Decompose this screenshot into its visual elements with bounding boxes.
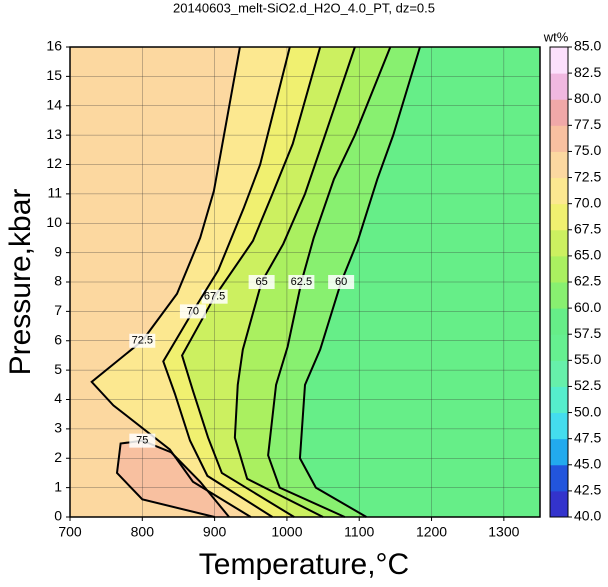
y-tick-label: 2 <box>54 449 62 465</box>
contour-line <box>180 46 322 518</box>
y-tick-label: 15 <box>46 67 62 83</box>
contour-fill <box>70 440 230 517</box>
x-axis-label: Temperature,°C <box>199 548 409 581</box>
colorbar-tick-label: 55.0 <box>574 351 601 367</box>
y-tick-label: 10 <box>46 214 62 230</box>
colorbar-segment <box>550 73 568 100</box>
chart-title: 20140603_melt-SiO2.d_H2O_4.0_PT, dz=0.5 <box>173 0 435 15</box>
colorbar-segment <box>550 282 568 309</box>
contour-line <box>298 46 421 518</box>
contour-label: 65 <box>255 276 267 288</box>
colorbar-segment <box>550 360 568 387</box>
x-tick-label: 1000 <box>271 524 302 540</box>
y-tick-label: 14 <box>46 96 62 112</box>
colorbar-segment <box>550 255 568 283</box>
y-tick-label: 16 <box>46 38 62 54</box>
y-tick-label: 9 <box>54 243 62 259</box>
colorbar-tick-label: 82.5 <box>574 64 601 80</box>
contour-label-bg <box>248 275 275 289</box>
colorbar-segment <box>550 308 568 335</box>
y-tick-label: 12 <box>46 155 62 171</box>
contour-label: 67.5 <box>204 291 225 303</box>
colorbar-segment <box>550 412 568 440</box>
y-axis-label: Pressure,kbar <box>4 189 37 376</box>
colorbar-tick-label: 70.0 <box>574 194 601 210</box>
contour-label-bg <box>328 275 355 289</box>
colorbar-tick-label: 40.0 <box>574 508 601 524</box>
colorbar-segment <box>550 386 568 414</box>
contour-label: 62.5 <box>291 276 312 288</box>
colorbar-tick-label: 62.5 <box>574 273 601 289</box>
colorbar-tick-label: 42.5 <box>574 482 601 498</box>
colorbar-tick-label: 50.0 <box>574 403 601 419</box>
colorbar-tick-label: 60.0 <box>574 299 601 315</box>
y-tick-label: 4 <box>54 390 62 406</box>
x-tick-label: 800 <box>131 524 155 540</box>
x-tick-label: 1200 <box>416 524 447 540</box>
colorbar-segment <box>550 177 568 205</box>
colorbar-tick-label: 65.0 <box>574 247 601 263</box>
contour-label-bg <box>179 304 206 319</box>
y-tick-label: 11 <box>47 185 62 201</box>
y-tick-label: 6 <box>54 331 62 347</box>
colorbar-label: wt% <box>543 29 569 44</box>
colorbar-tick-label: 80.0 <box>574 90 601 106</box>
colorbar-tick-label: 47.5 <box>574 429 601 445</box>
y-tick-label: 3 <box>54 420 62 436</box>
colorbar-segment <box>550 464 568 492</box>
y-tick-label: 5 <box>54 361 62 377</box>
contour-line <box>267 46 392 518</box>
colorbar-tick-label: 85.0 <box>574 38 601 54</box>
colorbar-tick-label: 52.5 <box>574 377 601 393</box>
colorbar-segment <box>550 99 568 126</box>
contour-line <box>233 46 356 518</box>
colorbar-segment <box>550 151 568 179</box>
y-tick-label: 8 <box>54 273 62 289</box>
contour-line <box>90 46 252 518</box>
colorbar-tick-label: 75.0 <box>574 142 601 158</box>
colorbar-segment <box>550 438 568 466</box>
y-tick-label: 7 <box>54 302 62 318</box>
colorbar-tick-label: 45.0 <box>574 455 601 471</box>
colorbar-tick-label: 57.5 <box>574 325 601 341</box>
colorbar-tick-label: 72.5 <box>574 168 601 184</box>
y-tick-label: 0 <box>54 508 62 524</box>
y-tick-label: 1 <box>54 478 62 494</box>
x-tick-label: 900 <box>203 524 227 540</box>
colorbar-segment <box>550 125 568 152</box>
contour-label-bg <box>201 289 228 304</box>
contour-label-bg <box>288 275 315 289</box>
contour-label: 72.5 <box>132 335 153 347</box>
colorbar-segment <box>550 203 568 231</box>
y-tick-label: 13 <box>46 126 62 142</box>
contour-line <box>162 46 291 518</box>
contour-label-bg <box>129 333 156 348</box>
contour-label-bg <box>129 433 156 448</box>
contour-label: 60 <box>335 276 347 288</box>
contour-label: 75 <box>136 435 148 447</box>
x-tick-label: 1100 <box>344 524 374 540</box>
x-tick-label: 1300 <box>488 524 519 540</box>
colorbar-segment <box>550 47 568 74</box>
colorbar-tick-label: 67.5 <box>574 220 601 236</box>
colorbar-tick-label: 77.5 <box>574 116 601 132</box>
contour-label: 70 <box>187 305 199 317</box>
colorbar-segment <box>550 334 568 361</box>
colorbar-segment <box>550 229 568 257</box>
x-tick-label: 700 <box>58 524 82 540</box>
colorbar-segment <box>550 490 568 518</box>
